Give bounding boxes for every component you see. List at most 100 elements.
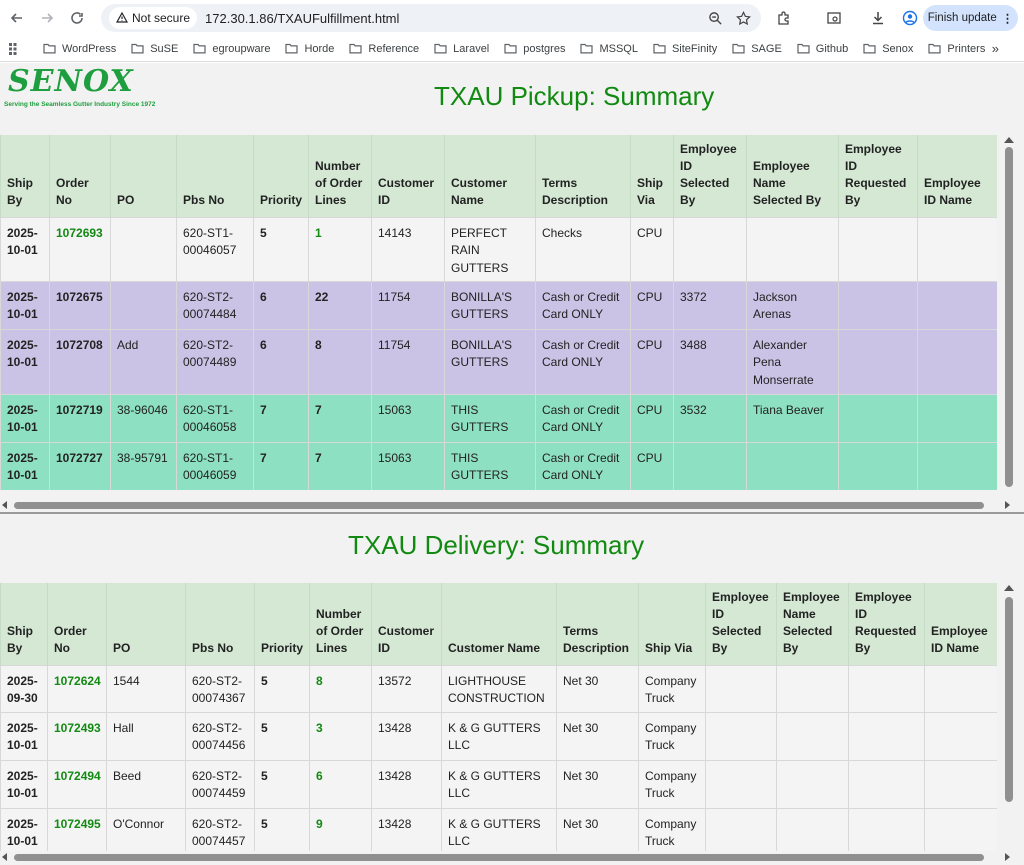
table-cell xyxy=(776,759,849,808)
table-cell: 620-ST2-00074484 xyxy=(176,280,254,329)
table-row[interactable]: 2025-09-30 1072624 1544 620-ST2-00074367 5 8 1… xyxy=(0,664,997,712)
finish-update-button[interactable]: Finish update ⋮ xyxy=(923,5,1018,31)
bookmark-sage[interactable]: SAGE xyxy=(732,43,782,55)
tab-search-icon[interactable] xyxy=(820,4,848,32)
table-cell: CPU xyxy=(630,216,674,281)
table-cell: 14143 xyxy=(371,216,445,281)
folder-icon xyxy=(797,43,810,54)
column-header: PO xyxy=(110,135,177,217)
table-row[interactable]: 2025-10-01 1072493 Hall 620-ST2-00074456 5 3 1… xyxy=(0,711,997,760)
table-cell: 5 xyxy=(254,759,310,808)
table-cell: 5 xyxy=(254,807,310,856)
table-cell: PERFECT RAIN GUTTERS xyxy=(444,216,536,281)
senox-logo: SENOX Serving the Seamless Gutter Indust… xyxy=(4,65,155,109)
bookmark-star-icon[interactable] xyxy=(733,8,753,28)
pickup-horizontal-scrollbar[interactable] xyxy=(0,499,1024,511)
folder-icon xyxy=(43,43,56,54)
bookmark-github[interactable]: Github xyxy=(797,43,848,55)
table-cell: O'Connor xyxy=(106,807,186,856)
bookmark-senox[interactable]: Senox xyxy=(863,43,913,55)
table-cell[interactable]: 1072493 xyxy=(47,711,107,760)
column-header: Employee ID Name xyxy=(917,135,997,217)
bookmark-reference[interactable]: Reference xyxy=(349,43,419,55)
folder-icon xyxy=(285,43,299,54)
back-icon[interactable] xyxy=(2,3,32,33)
bookmark-printers[interactable]: Printers xyxy=(928,43,985,55)
table-row[interactable]: 2025-10-01 1072495 O'Connor 620-ST2-0007445… xyxy=(0,807,997,856)
table-cell xyxy=(110,216,177,281)
pickup-vertical-scrollbar[interactable] xyxy=(1000,135,1024,500)
bookmark-egroupware[interactable]: egroupware xyxy=(193,43,270,55)
table-cell: Cash or Credit Card ONLY xyxy=(535,393,631,442)
bookmark-wordpress[interactable]: WordPress xyxy=(43,43,116,55)
table-cell[interactable]: 9 xyxy=(309,807,372,856)
column-header: Employee ID Selected By xyxy=(705,583,777,665)
table-cell: 6 xyxy=(253,328,309,394)
forward-icon[interactable] xyxy=(32,3,62,33)
table-cell xyxy=(776,664,849,712)
table-row[interactable]: 2025-10-01 1072719 38-96046 620-ST1-0004605… xyxy=(0,393,997,442)
delivery-vertical-scrollbar[interactable] xyxy=(1000,583,1024,853)
table-cell[interactable]: 1 xyxy=(308,216,372,281)
table-cell xyxy=(673,216,747,281)
column-header: Order No xyxy=(49,135,111,217)
column-header: Customer Name xyxy=(444,135,536,217)
column-header: Employee ID Requested By xyxy=(838,135,918,217)
bookmark-laravel[interactable]: Laravel xyxy=(434,43,489,55)
table-cell[interactable]: 1072693 xyxy=(49,216,111,281)
column-header: Ship Via xyxy=(638,583,706,665)
folder-icon xyxy=(131,43,144,54)
frame-divider[interactable] xyxy=(0,512,1024,514)
table-cell[interactable]: 3 xyxy=(309,711,372,760)
more-menu-icon[interactable]: ⋮ xyxy=(1001,13,1014,25)
table-cell: 1072719 xyxy=(49,393,111,442)
bookmarks-bar: WordPress SuSE egroupware Horde Reference Lar… xyxy=(0,36,1024,62)
bookmark-sitefinity[interactable]: SiteFinity xyxy=(653,43,717,55)
folder-icon xyxy=(732,43,745,54)
table-row[interactable]: 2025-10-01 1072727 38-95791 620-ST1-0004605… xyxy=(0,441,997,490)
table-cell xyxy=(917,216,997,281)
security-indicator[interactable]: Not secure xyxy=(109,7,198,29)
bookmark-horde[interactable]: Horde xyxy=(285,43,334,55)
table-cell[interactable]: 1072495 xyxy=(47,807,107,856)
pickup-frame: SENOX Serving the Seamless Gutter Indust… xyxy=(0,63,1024,512)
zoom-icon[interactable] xyxy=(705,8,725,28)
url-text[interactable]: 172.30.1.86/TXAUFulfillment.html xyxy=(205,10,400,26)
column-header: Priority xyxy=(253,135,309,217)
profile-icon[interactable] xyxy=(896,4,924,32)
table-row[interactable]: 2025-10-01 1072693 620-ST1-00046057 5 1 14143… xyxy=(0,216,997,281)
apps-grid-icon[interactable] xyxy=(9,42,21,55)
bookmark-suse[interactable]: SuSE xyxy=(131,43,178,55)
bookmark-label: MSSQL xyxy=(599,42,638,55)
table-cell: BONILLA'S GUTTERS xyxy=(444,328,536,394)
folder-icon xyxy=(193,43,206,54)
bookmark-label: SiteFinity xyxy=(671,42,718,55)
table-cell xyxy=(776,711,849,760)
table-cell: 2025-10-01 xyxy=(0,280,50,329)
pickup-scroll-thumb[interactable] xyxy=(1005,147,1013,487)
delivery-scroll-thumb[interactable] xyxy=(1005,597,1013,802)
table-cell[interactable]: 6 xyxy=(309,759,372,808)
table-cell: 38-95791 xyxy=(110,441,177,490)
address-bar[interactable]: Not secure 172.30.1.86/TXAUFulfillment.h… xyxy=(101,4,761,32)
table-cell: 5 xyxy=(253,216,309,281)
more-bookmarks-icon[interactable]: » xyxy=(991,41,999,56)
column-header: Pbs No xyxy=(185,583,255,665)
bookmark-mssql[interactable]: MSSQL xyxy=(580,43,638,55)
table-cell: 620-ST2-00074459 xyxy=(185,759,255,808)
table-cell[interactable]: 8 xyxy=(309,664,372,712)
bookmark-label: SAGE xyxy=(751,42,782,55)
download-icon[interactable] xyxy=(864,4,892,32)
column-header: Ship Via xyxy=(630,135,674,217)
bookmark-postgres[interactable]: postgres xyxy=(504,43,565,55)
table-row[interactable]: 2025-10-01 1072708 Add 620-ST2-00074489 6 8 11… xyxy=(0,328,997,394)
table-cell: THIS GUTTERS xyxy=(444,441,536,490)
table-row[interactable]: 2025-10-01 1072675 620-ST2-00074484 6 22 1175… xyxy=(0,280,997,329)
table-row[interactable]: 2025-10-01 1072494 Beed 620-ST2-00074459 5 6 1… xyxy=(0,759,997,808)
table-cell[interactable]: 1072494 xyxy=(47,759,107,808)
extensions-icon[interactable] xyxy=(770,4,798,32)
table-cell: 5 xyxy=(254,711,310,760)
reload-icon[interactable] xyxy=(62,3,92,33)
table-cell[interactable]: 1072624 xyxy=(47,664,107,712)
delivery-horizontal-scrollbar[interactable] xyxy=(0,851,1024,863)
